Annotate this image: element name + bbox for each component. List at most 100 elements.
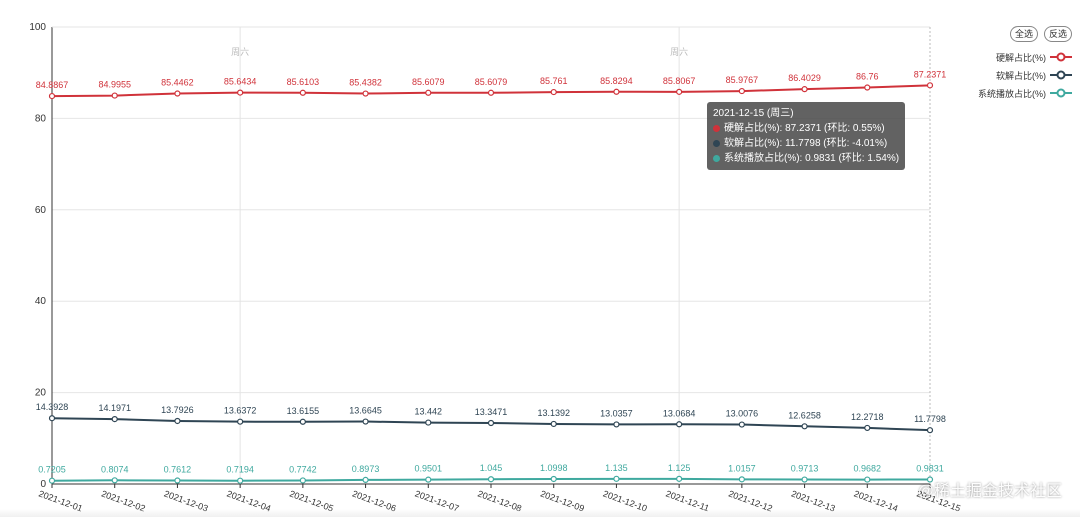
y-tick-label: 20 [35, 388, 47, 399]
data-point [676, 475, 683, 482]
data-point [425, 419, 432, 426]
data-point [174, 417, 181, 425]
weekend-label: 周六 [670, 46, 688, 57]
series-2: 0.7205 0.8074 0.7612 0.7194 0.7742 0.8973 0.95… [38, 463, 944, 484]
data-point [926, 476, 934, 483]
tooltip-title: 2021-12-15 (周三) [713, 108, 794, 119]
data-point [237, 477, 244, 484]
data-label: 85.9767 [726, 75, 759, 85]
data-point [48, 415, 56, 422]
data-label: 85.6434 [224, 77, 257, 87]
data-point [174, 477, 181, 484]
data-point [362, 476, 369, 483]
data-label: 0.7194 [226, 465, 254, 475]
data-label: 1.125 [668, 463, 691, 473]
data-label: 0.8973 [352, 464, 380, 474]
data-label: 12.6258 [788, 410, 821, 420]
data-point [487, 89, 495, 96]
data-point [487, 419, 495, 427]
y-tick-label: 40 [35, 296, 47, 307]
series-0: 84.8867 84.9955 85.4462 85.6434 85.6103 85.43… [36, 69, 947, 100]
data-point [425, 89, 432, 96]
legend-item-soft-decode[interactable]: 软解占比(%) [942, 66, 1072, 84]
select-all-button[interactable]: 全选 [1009, 26, 1038, 42]
tooltip-row-text: 硬解占比(%): 87.2371 (环比: 0.55%) [724, 123, 885, 134]
data-point [864, 424, 871, 432]
data-label: 85.4382 [349, 78, 382, 88]
data-point [864, 476, 871, 483]
bottom-fade [0, 509, 1080, 517]
legend-buttons: 全选 反选 [942, 26, 1072, 42]
legend: 全选 反选 硬解占比(%) 软解占比(%) 系统播放占比(%) [942, 26, 1072, 102]
data-point [111, 477, 118, 484]
tooltip-row-text: 软解占比(%): 11.7798 (环比: -4.01%) [724, 138, 888, 149]
data-point [676, 421, 683, 428]
data-point [111, 416, 118, 423]
tooltip: 2021-12-15 (周三) 硬解占比(%): 87.2371 (环比: 0.… [707, 102, 906, 170]
data-point [801, 423, 808, 430]
watermark: @稀土掘金技术社区 [917, 483, 1062, 500]
data-point [550, 420, 557, 428]
data-label: 13.6155 [287, 406, 320, 416]
data-point [864, 84, 871, 91]
invert-selection-button[interactable]: 反选 [1043, 26, 1072, 42]
data-point [174, 90, 181, 97]
legend-line-icon [1050, 88, 1072, 98]
data-label: 1.0998 [540, 463, 568, 473]
data-label: 1.045 [480, 463, 503, 473]
data-label: 12.2718 [851, 412, 884, 422]
data-point [926, 82, 934, 89]
data-point [487, 476, 495, 483]
data-label: 14.1971 [98, 403, 131, 413]
data-label: 85.761 [540, 76, 568, 86]
series-1: 14.3928 14.1971 13.7926 13.6372 13.6155 13.66… [36, 402, 946, 434]
data-point [613, 88, 620, 95]
legend-item-hard-decode[interactable]: 硬解占比(%) [942, 48, 1072, 66]
legend-line-icon [1050, 70, 1072, 80]
legend-label: 软解占比(%) [996, 70, 1046, 81]
data-label: 0.9501 [415, 464, 443, 474]
data-label: 11.7798 [914, 414, 946, 424]
data-label: 13.7926 [161, 405, 194, 415]
y-tick-label: 0 [40, 479, 46, 490]
data-label: 84.9955 [98, 80, 131, 90]
data-label: 84.8867 [36, 80, 69, 90]
data-point [613, 475, 620, 482]
data-label: 85.6103 [287, 77, 320, 87]
data-point [48, 92, 56, 100]
data-label: 85.4462 [161, 78, 194, 88]
data-point [362, 90, 369, 97]
data-label: 0.8074 [101, 464, 129, 474]
data-label: 0.9682 [854, 464, 882, 474]
data-label: 13.0684 [663, 408, 696, 418]
data-label: 0.7612 [164, 465, 192, 475]
data-point [738, 421, 745, 428]
weekend-label: 周六 [231, 46, 249, 57]
data-point [801, 476, 808, 483]
legend-item-system-player[interactable]: 系统播放占比(%) [942, 84, 1072, 102]
data-label: 14.3928 [36, 402, 69, 412]
data-label: 13.442 [415, 407, 443, 417]
y-tick-label: 60 [35, 205, 47, 216]
data-label: 13.1392 [537, 408, 570, 418]
data-label: 86.4029 [788, 73, 821, 83]
data-point [676, 88, 683, 95]
data-point [237, 89, 244, 96]
legend-line-icon [1050, 52, 1072, 62]
data-label: 85.8294 [600, 76, 633, 86]
data-point [801, 86, 808, 93]
data-label: 1.135 [605, 463, 628, 473]
data-point [237, 418, 244, 425]
data-label: 87.2371 [914, 69, 947, 79]
data-label: 85.6079 [412, 77, 445, 87]
data-label: 13.6645 [349, 406, 382, 416]
data-point [299, 89, 306, 96]
data-label: 0.7742 [289, 464, 317, 474]
legend-label: 系统播放占比(%) [978, 88, 1046, 99]
data-point [111, 92, 118, 99]
tooltip-row: 软解占比(%): 11.7798 (环比: -4.01%) [713, 136, 899, 151]
data-label: 13.0076 [726, 409, 759, 419]
data-point [550, 475, 557, 483]
data-point [738, 87, 745, 95]
